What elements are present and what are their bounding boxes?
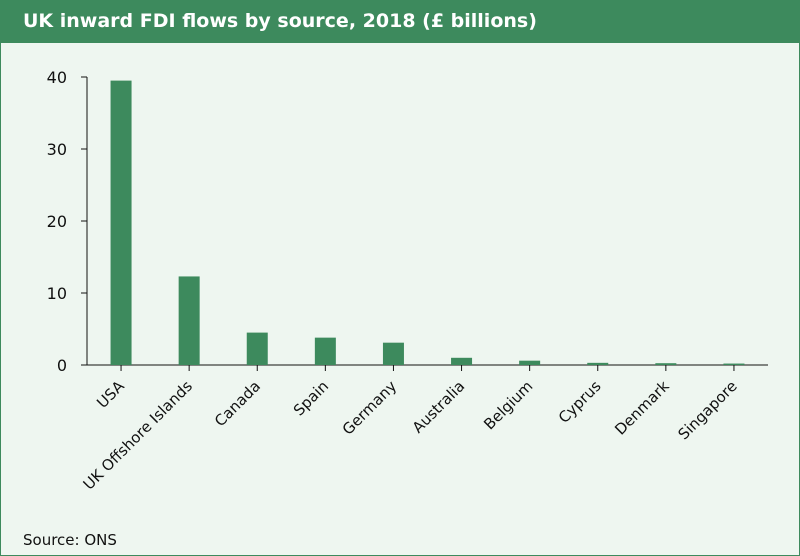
x-category-label: Canada: [211, 377, 264, 430]
source-note: Source: ONS: [23, 531, 117, 549]
y-tick-label: 40: [47, 68, 67, 87]
bar-denmark: [655, 363, 677, 365]
chart-title: UK inward FDI flows by source, 2018 (£ b…: [23, 10, 537, 32]
x-category-label: Singapore: [675, 377, 741, 443]
x-category-label: USA: [93, 377, 128, 412]
bar-canada: [246, 332, 268, 365]
x-category-label: Spain: [290, 377, 332, 419]
bar-singapore: [723, 363, 745, 365]
bar-belgium: [519, 360, 541, 365]
bar-germany: [382, 342, 404, 365]
y-tick-label: 0: [57, 356, 67, 375]
bar-usa: [110, 80, 132, 365]
x-category-label: Cyprus: [555, 377, 605, 427]
x-category-label: Australia: [409, 377, 469, 437]
x-category-label: Germany: [339, 377, 401, 439]
y-tick-label: 10: [47, 284, 67, 303]
bar-cyprus: [587, 362, 609, 365]
y-tick-label: 20: [47, 212, 67, 231]
bar-uk-offshore-islands: [178, 276, 200, 365]
title-bar: UK inward FDI flows by source, 2018 (£ b…: [1, 1, 799, 43]
bar-spain: [314, 337, 336, 365]
bar-australia: [451, 357, 473, 365]
x-category-label: Belgium: [480, 377, 536, 433]
x-category-label: Denmark: [611, 377, 673, 439]
y-tick-label: 30: [47, 140, 67, 159]
